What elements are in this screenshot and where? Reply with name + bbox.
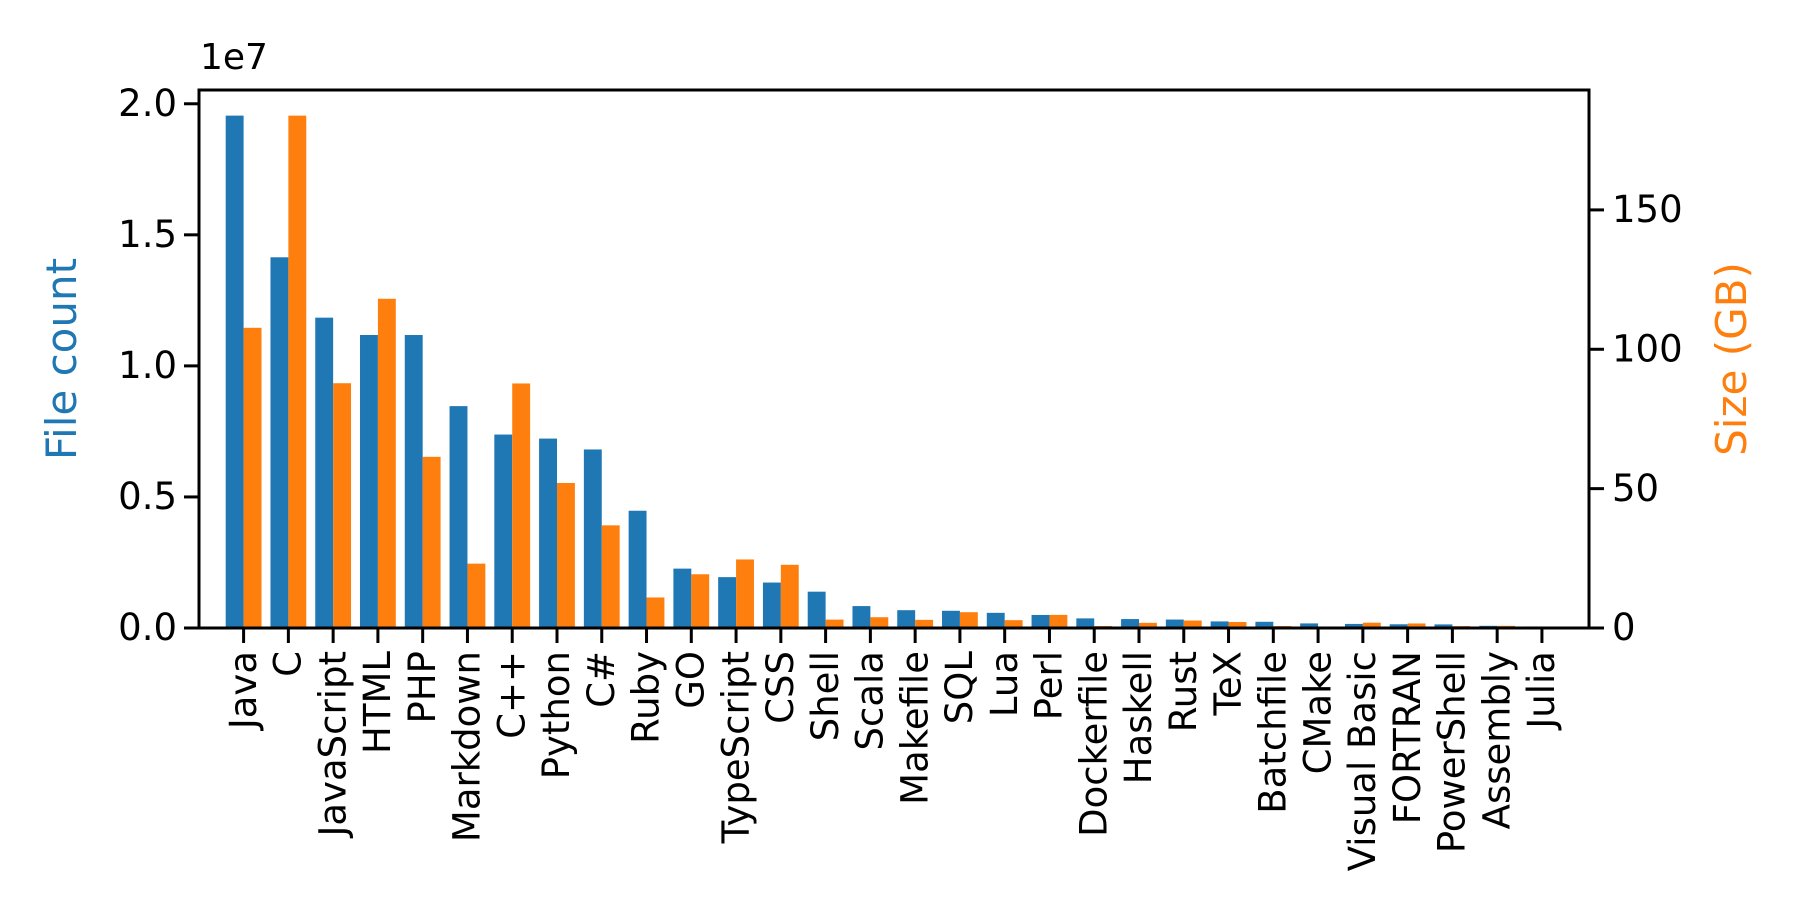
size-bar xyxy=(959,612,978,628)
size-bar xyxy=(736,559,754,628)
file-count-bar xyxy=(1076,618,1095,628)
y-tick-label-left: 1.5 xyxy=(118,213,177,256)
size-bar xyxy=(467,563,486,628)
size-bar xyxy=(1228,622,1247,628)
x-tick-label: Makefile xyxy=(893,651,936,805)
file-count-bar xyxy=(1121,619,1139,628)
x-tick-label: CMake xyxy=(1296,651,1339,774)
x-tick-label: C xyxy=(267,651,310,677)
x-tick-label: Rust xyxy=(1162,651,1205,732)
file-count-bar xyxy=(986,612,1005,628)
x-tick-label: FORTRAN xyxy=(1386,651,1429,824)
y-tick-label-right: 150 xyxy=(1612,188,1683,231)
size-bar xyxy=(243,327,262,628)
x-tick-label: SQL xyxy=(938,651,981,725)
x-tick-label: Python xyxy=(535,651,578,779)
x-tick-label: Java xyxy=(222,651,265,731)
size-bar xyxy=(1139,622,1157,628)
file-count-bar xyxy=(942,610,960,628)
size-bar xyxy=(556,482,575,628)
size-bar xyxy=(1407,623,1426,628)
file-count-bar xyxy=(762,582,781,628)
size-bar xyxy=(512,383,531,628)
file-count-bar xyxy=(1165,619,1184,628)
file-count-bar xyxy=(718,577,737,628)
x-tick-label: Perl xyxy=(1028,651,1071,720)
x-tick-label: PHP xyxy=(401,651,444,723)
size-bar xyxy=(870,617,889,628)
x-tick-label: Batchfile xyxy=(1252,651,1295,814)
x-tick-label: TeX xyxy=(1207,651,1250,716)
file-count-bar xyxy=(494,434,513,628)
file-count-bar xyxy=(404,335,423,628)
plot-spines xyxy=(197,88,1591,630)
x-tick-label: C++ xyxy=(490,651,533,739)
file-count-bar xyxy=(1434,624,1453,628)
x-tick-label: Assembly xyxy=(1475,651,1518,829)
x-tick-label: PowerShell xyxy=(1431,651,1474,853)
file-count-bar xyxy=(807,591,826,628)
file-count-bar xyxy=(315,317,334,628)
x-tick-label: CSS xyxy=(759,651,802,724)
size-bar xyxy=(780,564,799,628)
size-bar xyxy=(333,383,352,628)
y-tick-label-left: 0.5 xyxy=(118,475,177,518)
y-tick-label-right: 100 xyxy=(1612,327,1683,370)
file-count-bar xyxy=(1300,623,1319,628)
size-bar xyxy=(1004,620,1023,628)
x-tick-label: Lua xyxy=(983,651,1026,717)
y-tick-label-right: 50 xyxy=(1612,467,1659,510)
size-bar xyxy=(646,597,665,628)
file-count-bar xyxy=(1255,621,1274,628)
file-count-bar xyxy=(1344,623,1363,628)
y-tick-label-left: 0.0 xyxy=(118,606,177,649)
y-axis-label-right: Size (GB) xyxy=(1707,262,1756,456)
y-tick-label-left: 1.0 xyxy=(118,344,177,387)
x-tick-label: TypeScript xyxy=(714,651,757,844)
file-count-bar xyxy=(225,115,244,629)
size-bar xyxy=(691,574,710,628)
size-bar xyxy=(288,115,307,629)
size-bar xyxy=(422,456,441,628)
size-bar xyxy=(1183,620,1202,628)
size-bar xyxy=(1049,614,1068,628)
size-bar xyxy=(377,298,396,628)
size-bar xyxy=(915,619,934,628)
file-count-bar xyxy=(1389,624,1408,628)
file-count-bar xyxy=(539,438,557,628)
y-tick-label-left: 2.0 xyxy=(118,82,177,125)
y-axis-offset-text: 1e7 xyxy=(200,37,268,78)
y-tick-label-right: 0 xyxy=(1612,606,1636,649)
x-tick-label: JavaScript xyxy=(311,651,354,838)
size-bar xyxy=(1362,622,1381,628)
x-tick-label: Dockerfile xyxy=(1072,651,1115,837)
x-tick-label: Shell xyxy=(804,651,847,741)
x-tick-label: Scala xyxy=(849,651,892,750)
size-bar xyxy=(601,525,620,628)
size-bar xyxy=(825,619,844,628)
file-count-bar xyxy=(449,406,468,628)
file-count-bar xyxy=(1031,614,1050,628)
file-count-bar xyxy=(628,510,647,628)
x-tick-label: Haskell xyxy=(1117,651,1160,784)
x-tick-label: C# xyxy=(580,651,623,708)
x-tick-label: GO xyxy=(670,651,713,709)
x-tick-label: Markdown xyxy=(446,651,489,842)
x-tick-label: HTML xyxy=(356,651,399,754)
file-count-bar xyxy=(270,257,289,628)
file-count-bar xyxy=(360,335,378,628)
file-count-bar xyxy=(852,606,871,628)
file-count-bar xyxy=(1210,621,1229,628)
x-tick-label: Ruby xyxy=(625,651,668,744)
file-count-bar xyxy=(583,449,602,628)
file-count-bar xyxy=(673,568,692,628)
x-tick-label: Visual Basic xyxy=(1341,651,1384,871)
y-axis-label-left: File count xyxy=(37,257,86,461)
x-tick-label: Julia xyxy=(1520,651,1563,731)
file-count-bar xyxy=(897,610,916,628)
